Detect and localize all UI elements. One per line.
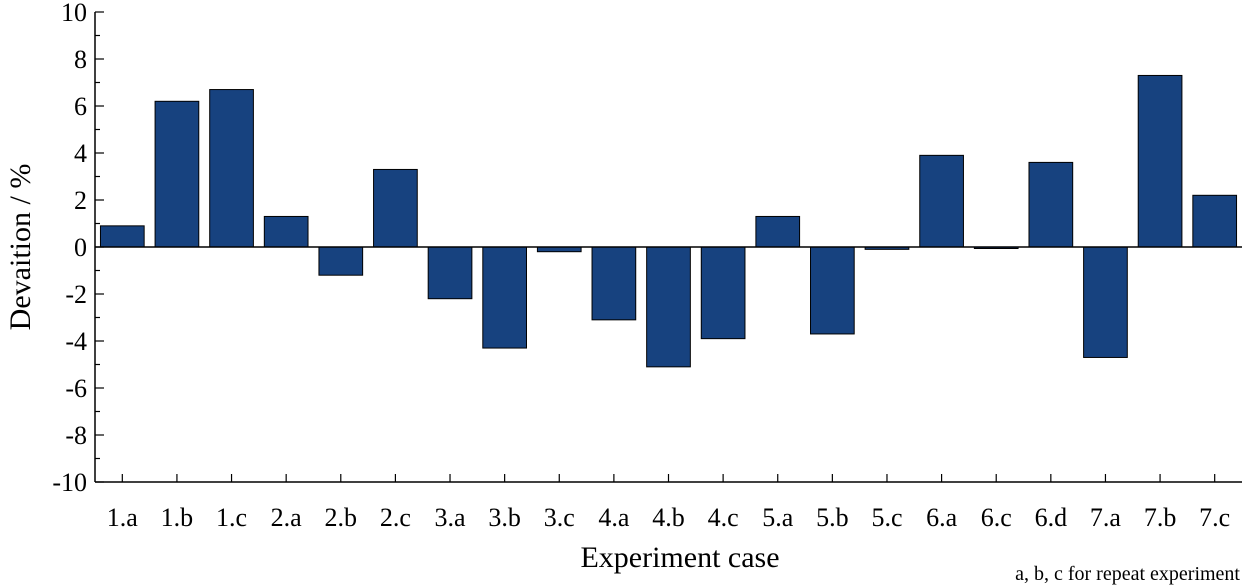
bar-4.c (700, 246, 746, 340)
y-tick-label: -10 (52, 468, 87, 497)
x-tick-label-1.c: 1.c (216, 503, 247, 532)
bar-2.a (263, 215, 309, 248)
x-ticks-group: 1.a 1.b 1.c 2.a 2.b 2.c 3.a 3.b 3.c 4.a 4.b 4.c 5.a 5… (107, 474, 1230, 532)
bar-4.a (591, 246, 637, 321)
x-tick-label-4.a: 4.a (598, 503, 630, 532)
x-tick-label-4.c: 4.c (708, 503, 739, 532)
x-tick-label-6.d: 6.d (1035, 503, 1068, 532)
bar-7.a (1083, 246, 1128, 358)
y-tick-label: 8 (74, 45, 87, 74)
bars-group (99, 74, 1238, 368)
bar-2.b (318, 246, 364, 276)
x-tick-label-2.a: 2.a (271, 503, 303, 532)
y-tick-label: 6 (74, 92, 87, 121)
bar-6.d (1028, 161, 1074, 248)
bar-1.b (154, 100, 200, 248)
y-tick-label: -8 (65, 421, 87, 450)
x-tick-label-7.c: 7.c (1199, 503, 1230, 532)
y-tick-label: 0 (74, 233, 87, 262)
y-tick-label: 4 (74, 139, 87, 168)
x-tick-label-1.a: 1.a (107, 503, 139, 532)
bar-1.c (209, 89, 254, 248)
x-axis-title: Experiment case (580, 541, 779, 574)
x-tick-label-7.b: 7.b (1144, 503, 1177, 532)
y-axis-title: Devaition / % (4, 164, 37, 331)
y-tick-label: -4 (65, 327, 87, 356)
x-tick-label-4.b: 4.b (652, 503, 685, 532)
bar-2.c (373, 168, 418, 248)
y-ticks-group: 10 8 6 4 2 0 -2 -4 -6 -8 -10 (52, 0, 104, 497)
x-tick-label-5.b: 5.b (816, 503, 849, 532)
x-tick-label-7.a: 7.a (1090, 503, 1122, 532)
bar-7.b (1137, 74, 1183, 248)
footnote-annotation: a, b, c for repeat experiment (1015, 563, 1240, 585)
bar-5.b (810, 246, 855, 335)
x-tick-label-3.c: 3.c (544, 503, 575, 532)
x-tick-label-5.a: 5.a (762, 503, 794, 532)
y-tick-label: -6 (65, 374, 87, 403)
bar-3.a (427, 246, 473, 300)
x-tick-label-3.a: 3.a (435, 503, 467, 532)
x-tick-label-3.b: 3.b (488, 503, 521, 532)
x-tick-label-6.c: 6.c (981, 503, 1012, 532)
y-tick-label: 2 (74, 186, 87, 215)
x-tick-label-1.b: 1.b (161, 503, 194, 532)
bar-3.b (482, 246, 527, 349)
y-tick-label: 10 (61, 0, 87, 27)
bar-5.a (755, 215, 801, 248)
bar-7.c (1192, 194, 1238, 248)
y-tick-label: -2 (65, 280, 87, 309)
x-tick-label-2.c: 2.c (380, 503, 411, 532)
x-tick-label-6.a: 6.a (926, 503, 958, 532)
x-tick-label-5.c: 5.c (871, 503, 902, 532)
bar-4.b (646, 246, 691, 368)
bar-1.a (99, 225, 145, 248)
bar-6.a (919, 154, 964, 248)
x-tick-label-2.b: 2.b (325, 503, 358, 532)
